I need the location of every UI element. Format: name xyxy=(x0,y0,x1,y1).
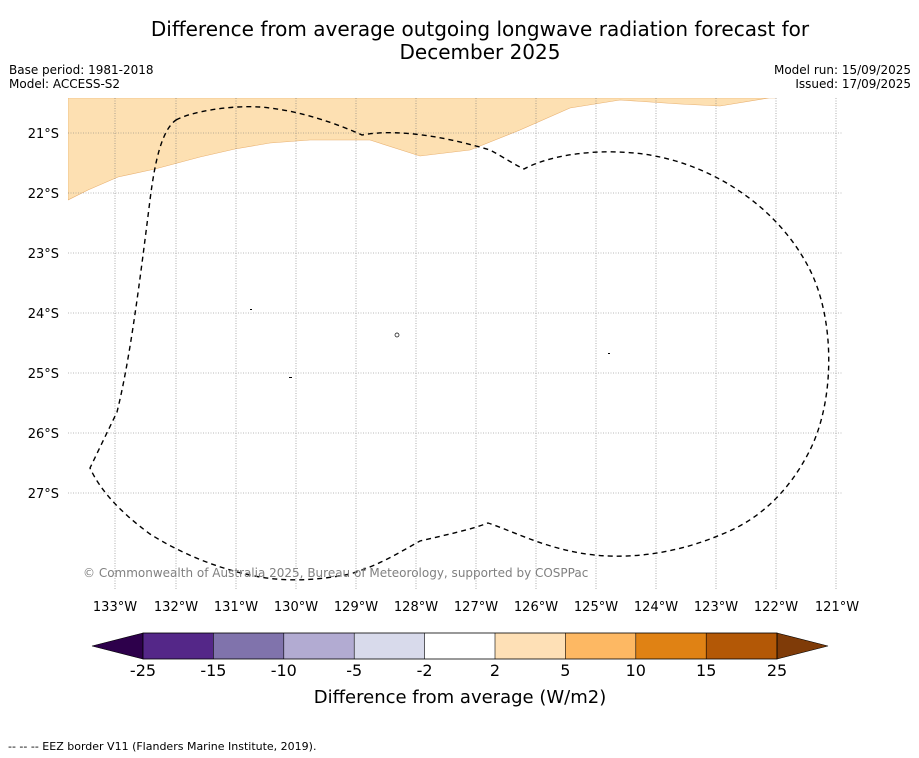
eez-border xyxy=(89,105,830,581)
model-text: Model: ACCESS-S2 xyxy=(9,77,121,91)
header-left: Base period: 1981-2018 Model: ACCESS-S2 xyxy=(9,63,154,91)
lon-label-123w: 123°W xyxy=(694,600,738,615)
positive-anomaly-region xyxy=(68,98,776,201)
colorbar-over-arrow xyxy=(776,632,829,660)
lat-label-22s: 22°S xyxy=(28,187,59,202)
colorbar-segment-neg25-neg15 xyxy=(143,633,214,659)
lon-label-125w: 125°W xyxy=(574,600,618,615)
lon-label-124w: 124°W xyxy=(634,600,678,615)
colorbar-tick-neg25: -25 xyxy=(130,661,156,680)
model-run-text: Model run: 15/09/2025 xyxy=(773,63,911,77)
colorbar-tick-neg5: -5 xyxy=(346,661,362,680)
lat-label-27s: 27°S xyxy=(28,487,59,502)
colorbar-under-arrow xyxy=(91,632,144,660)
colorbar-tick-5: 5 xyxy=(560,661,570,680)
lat-label-21s: 21°S xyxy=(28,127,59,142)
colorbar-tick-neg15: -15 xyxy=(200,661,226,680)
eez-legend-note: -- -- -- EEZ border V11 (Flanders Marine… xyxy=(8,740,317,753)
colorbar-tick-10: 10 xyxy=(626,661,646,680)
colorbar-tick-15: 15 xyxy=(696,661,716,680)
lon-label-121w: 121°W xyxy=(815,600,859,615)
lon-label-129w: 129°W xyxy=(334,600,378,615)
lon-label-122w: 122°W xyxy=(754,600,798,615)
header-right: Model run: 15/09/2025 Issued: 17/09/2025 xyxy=(774,63,911,91)
lat-label-23s: 23°S xyxy=(28,247,59,262)
colorbar-segment-neg2-2 xyxy=(424,633,495,659)
lon-label-128w: 128°W xyxy=(394,600,438,615)
lon-label-132w: 132°W xyxy=(154,600,198,615)
colorbar-label: Difference from average (W/m2) xyxy=(314,687,606,708)
base-period-text: Base period: 1981-2018 xyxy=(9,63,154,77)
title-line-1: Difference from average outgoing longwav… xyxy=(150,17,810,41)
colorbar-tick-neg10: -10 xyxy=(271,661,297,680)
colorbar-segment-15-25 xyxy=(706,633,777,659)
lat-label-26s: 26°S xyxy=(28,427,59,442)
lon-label-126w: 126°W xyxy=(514,600,558,615)
island-markers xyxy=(250,309,610,378)
issued-text: Issued: 17/09/2025 xyxy=(795,77,911,91)
colorbar: -25 -15 -10 -5 -2 2 5 10 15 25 Differenc… xyxy=(91,632,829,708)
lat-label-24s: 24°S xyxy=(28,307,59,322)
copyright-text: © Commonwealth of Australia 2025, Bureau… xyxy=(83,566,588,580)
colorbar-segment-neg10-neg5 xyxy=(283,633,355,659)
lon-label-131w: 131°W xyxy=(214,600,258,615)
lat-label-25s: 25°S xyxy=(28,367,59,382)
graticule xyxy=(68,98,843,590)
colorbar-segment-2-5 xyxy=(495,633,566,659)
colorbar-tick-2: 2 xyxy=(490,661,500,680)
colorbar-segment-neg5-neg2 xyxy=(354,633,425,659)
lon-label-133w: 133°W xyxy=(93,600,137,615)
map-title: Difference from average outgoing longwav… xyxy=(80,18,880,64)
colorbar-tick-neg2: -2 xyxy=(417,661,433,680)
lon-label-127w: 127°W xyxy=(454,600,498,615)
colorbar-segment-5-10 xyxy=(565,633,636,659)
colorbar-tick-25: 25 xyxy=(767,661,787,680)
colorbar-segment-10-15 xyxy=(635,633,707,659)
lon-label-130w: 130°W xyxy=(274,600,318,615)
colorbar-segment-neg15-neg10 xyxy=(213,633,284,659)
title-line-2: December 2025 xyxy=(399,40,561,64)
